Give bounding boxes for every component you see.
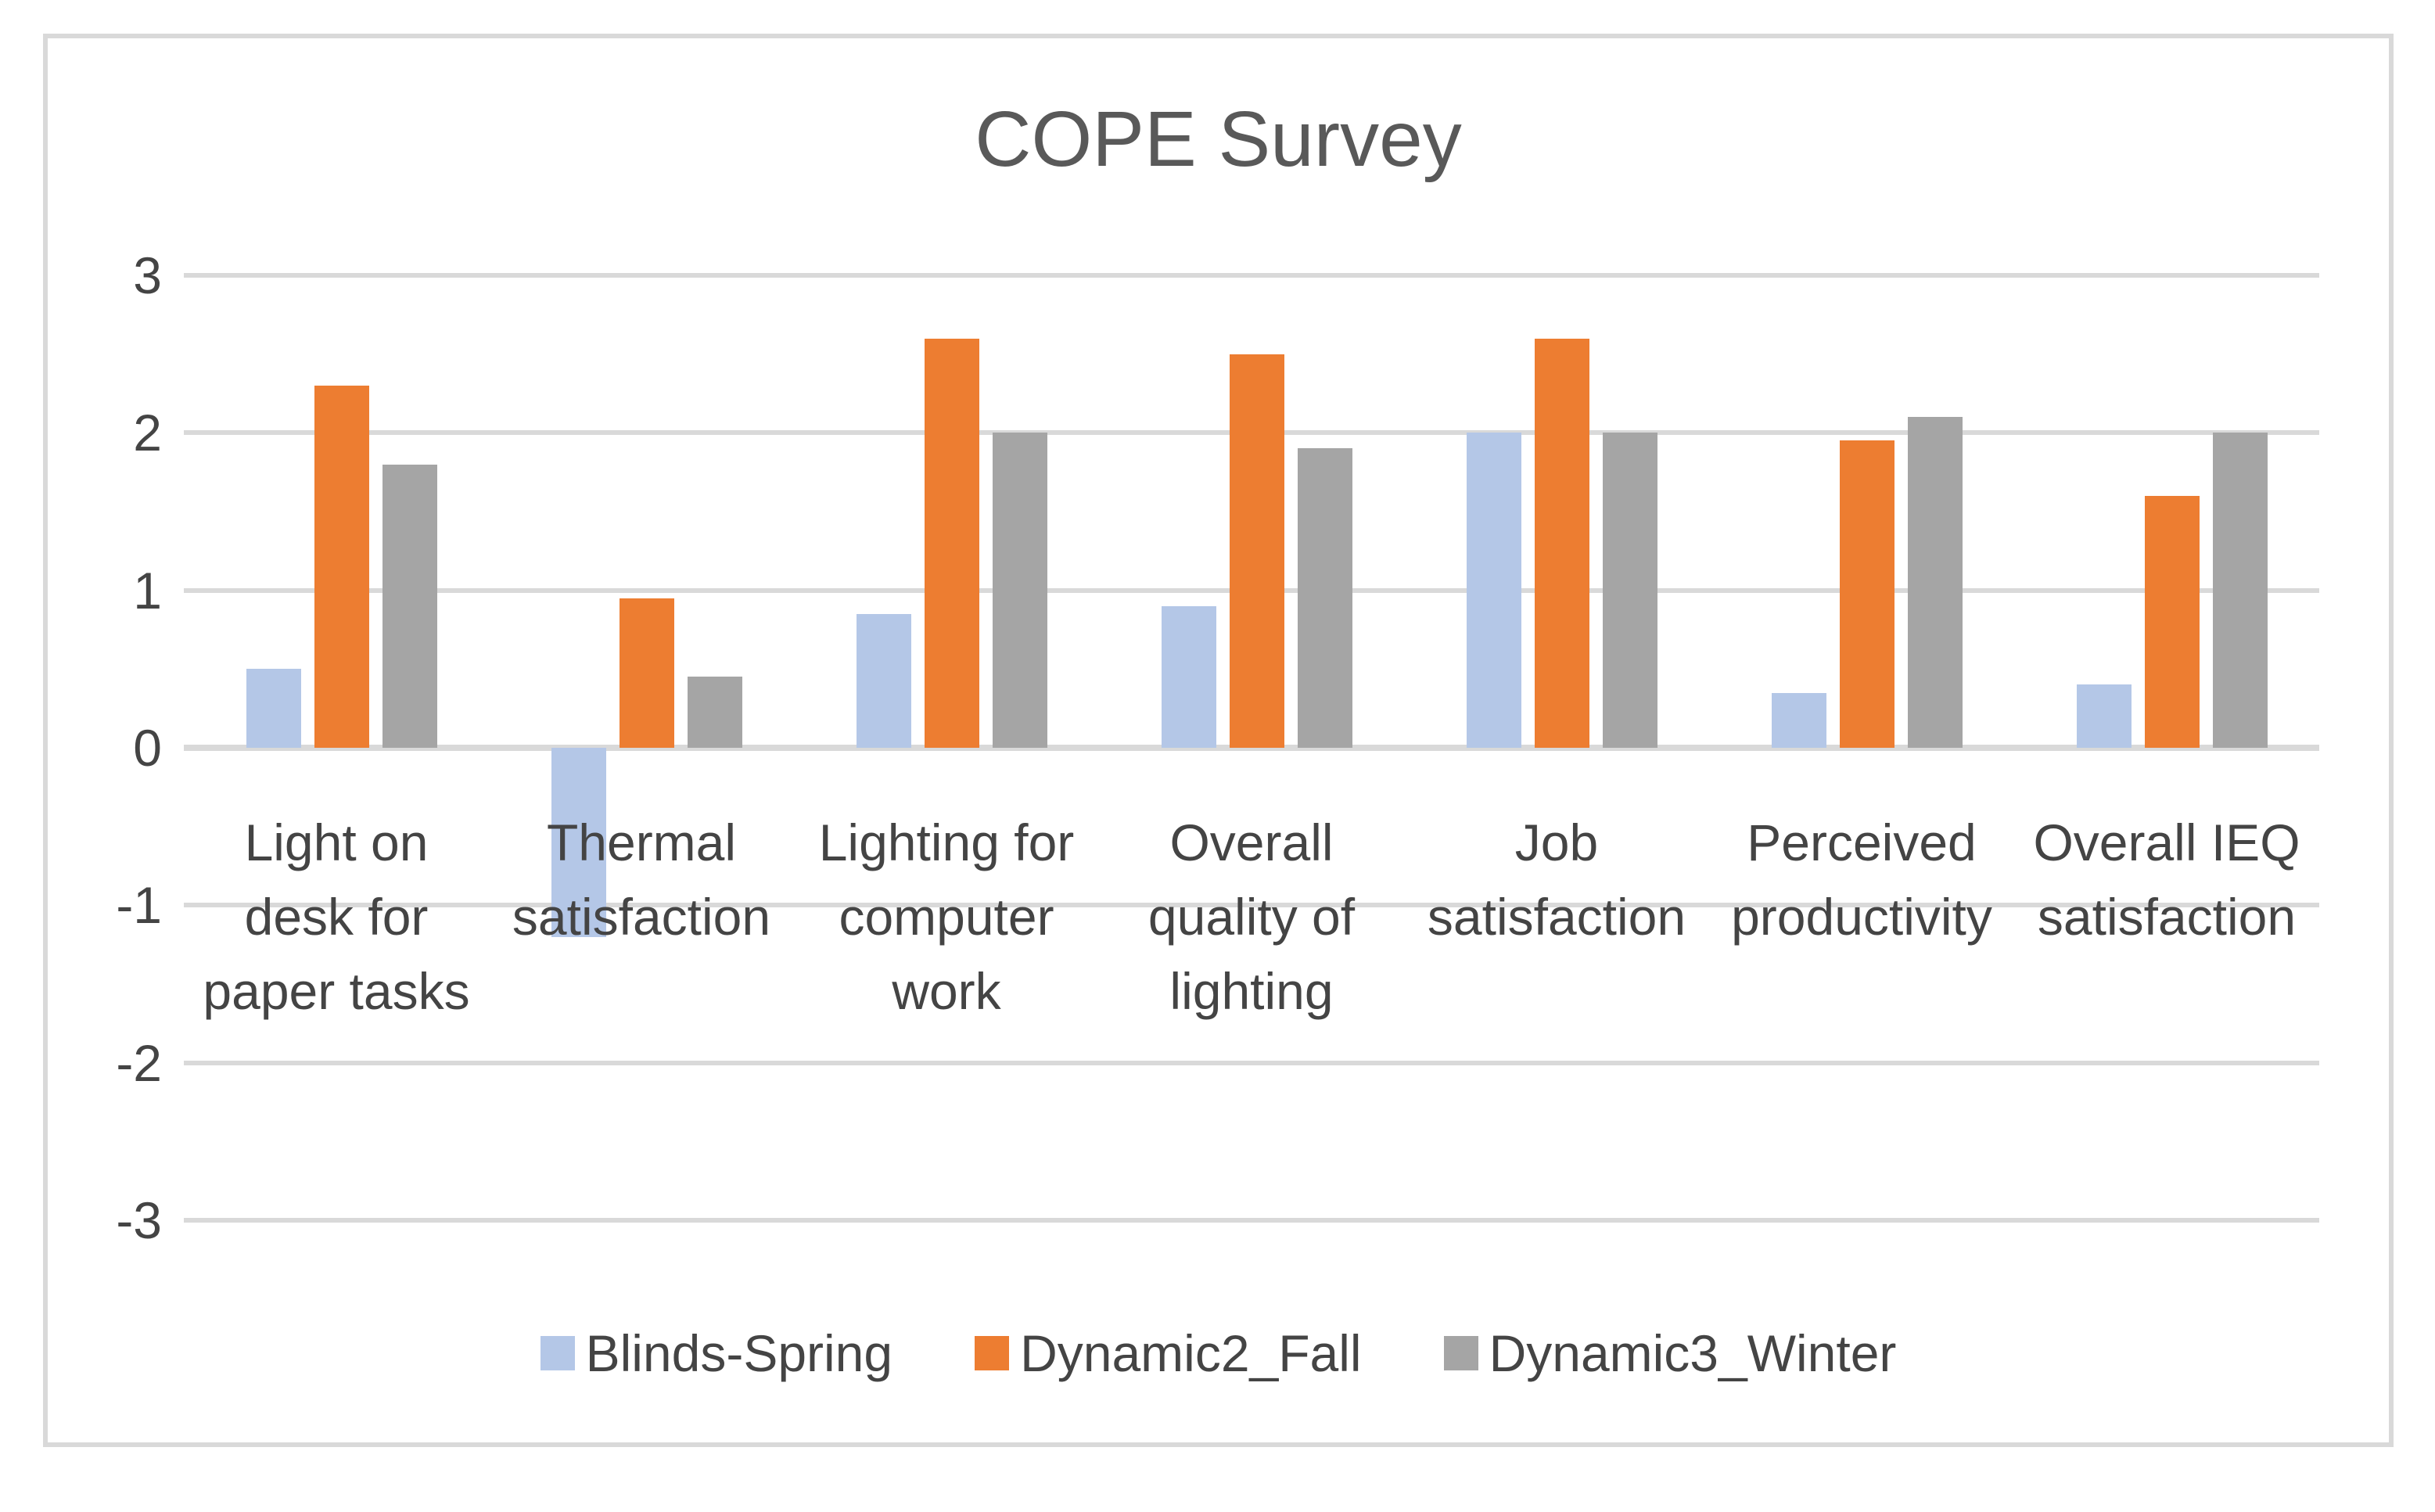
bar-Dynamic2_Fall-category-2 [925,338,979,748]
category-label-line: productivity [1731,888,1992,946]
category-label-line: Overall [1169,813,1334,871]
gridline-y--2 [184,1060,2319,1065]
category-label-line: paper tasks [203,962,470,1020]
legend-marker-icon [975,1336,1010,1370]
category-label-1: Thermal satisfaction [489,806,794,954]
bar-Dynamic2_Fall-category-1 [620,598,674,748]
y-tick-label--3: -3 [116,1191,162,1249]
category-label-line: satisfaction [2037,888,2297,946]
category-label-line: Light on [244,813,429,871]
bar-Dynamic2_Fall-category-4 [1535,338,1589,748]
category-label-line: Job [1514,813,1599,871]
bar-Dynamic3_Winter-category-2 [993,433,1047,748]
bar-Blinds-Spring-category-4 [1467,433,1521,748]
legend-item-Dynamic3_Winter: Dynamic3_Winter [1443,1324,1897,1382]
category-label-6: Overall IEQ satisfaction [2014,806,2319,954]
chart-frame: COPE Survey 3 2 1 0 -1 -2 -3 Light on desk for p… [43,34,2394,1447]
y-tick-label--2: -2 [116,1033,162,1092]
category-label-line: work [892,962,1001,1020]
bar-Blinds-Spring-category-5 [1772,692,1826,748]
legend-label: Dynamic2_Fall [1020,1324,1362,1382]
category-label-line: satisfaction [1427,888,1686,946]
legend-label: Blinds-Spring [585,1324,893,1382]
gridline-y-0 [184,745,2319,751]
y-tick-label-3: 3 [133,246,162,304]
bar-Dynamic2_Fall-category-0 [314,385,369,748]
chart-title: COPE Survey [975,95,1462,183]
category-label-line: satisfaction [512,888,771,946]
legend-marker-icon [540,1336,575,1370]
category-label-line: Perceived [1747,813,1977,871]
y-tick-label-2: 2 [133,404,162,462]
y-tick-label--1: -1 [116,876,162,935]
category-label-2: Lighting for computer work [794,806,1099,1029]
bar-Dynamic3_Winter-category-4 [1603,433,1657,748]
y-tick-label-0: 0 [133,719,162,777]
category-label-0: Light on desk for paper tasks [184,806,489,1029]
category-label-line: Thermal [546,813,737,871]
category-label-line: Lighting for [818,813,1075,871]
bar-Dynamic2_Fall-category-5 [1840,440,1894,748]
bar-Dynamic3_Winter-category-5 [1908,417,1963,748]
legend-label: Dynamic3_Winter [1489,1324,1897,1382]
category-label-5: Perceived productivity [1709,806,2014,954]
legend: Blinds-Spring Dynamic2_Fall Dynamic3_Winte… [48,1326,2389,1381]
y-tick-label-1: 1 [133,561,162,620]
gridline-y--3 [184,1217,2319,1223]
bar-Dynamic2_Fall-category-3 [1230,354,1284,748]
legend-item-Blinds-Spring: Blinds-Spring [540,1324,893,1382]
bar-Dynamic3_Winter-category-3 [1298,448,1352,748]
category-label-3: Overall quality of lighting [1099,806,1404,1029]
bar-Dynamic3_Winter-category-6 [2213,433,2268,748]
bar-Blinds-Spring-category-2 [857,613,911,748]
category-label-line: computer [839,888,1054,946]
bar-Blinds-Spring-category-0 [246,669,301,748]
category-label-line: Overall IEQ [2033,813,2300,871]
gridline-y-3 [184,273,2319,278]
legend-item-Dynamic2_Fall: Dynamic2_Fall [975,1324,1362,1382]
bar-Blinds-Spring-category-3 [1162,605,1216,748]
bar-Dynamic3_Winter-category-0 [382,464,437,748]
category-label-line: lighting [1169,962,1334,1020]
bar-Dynamic3_Winter-category-1 [688,677,742,748]
gridline-y--1 [184,903,2319,908]
bar-Dynamic2_Fall-category-6 [2145,495,2200,748]
category-label-4: Job satisfaction [1404,806,1709,954]
category-label-line: quality of [1147,888,1356,946]
bar-Blinds-Spring-category-1 [551,748,606,937]
legend-marker-icon [1443,1336,1478,1370]
category-label-line: desk for [244,888,429,946]
bar-Blinds-Spring-category-6 [2077,684,2132,748]
